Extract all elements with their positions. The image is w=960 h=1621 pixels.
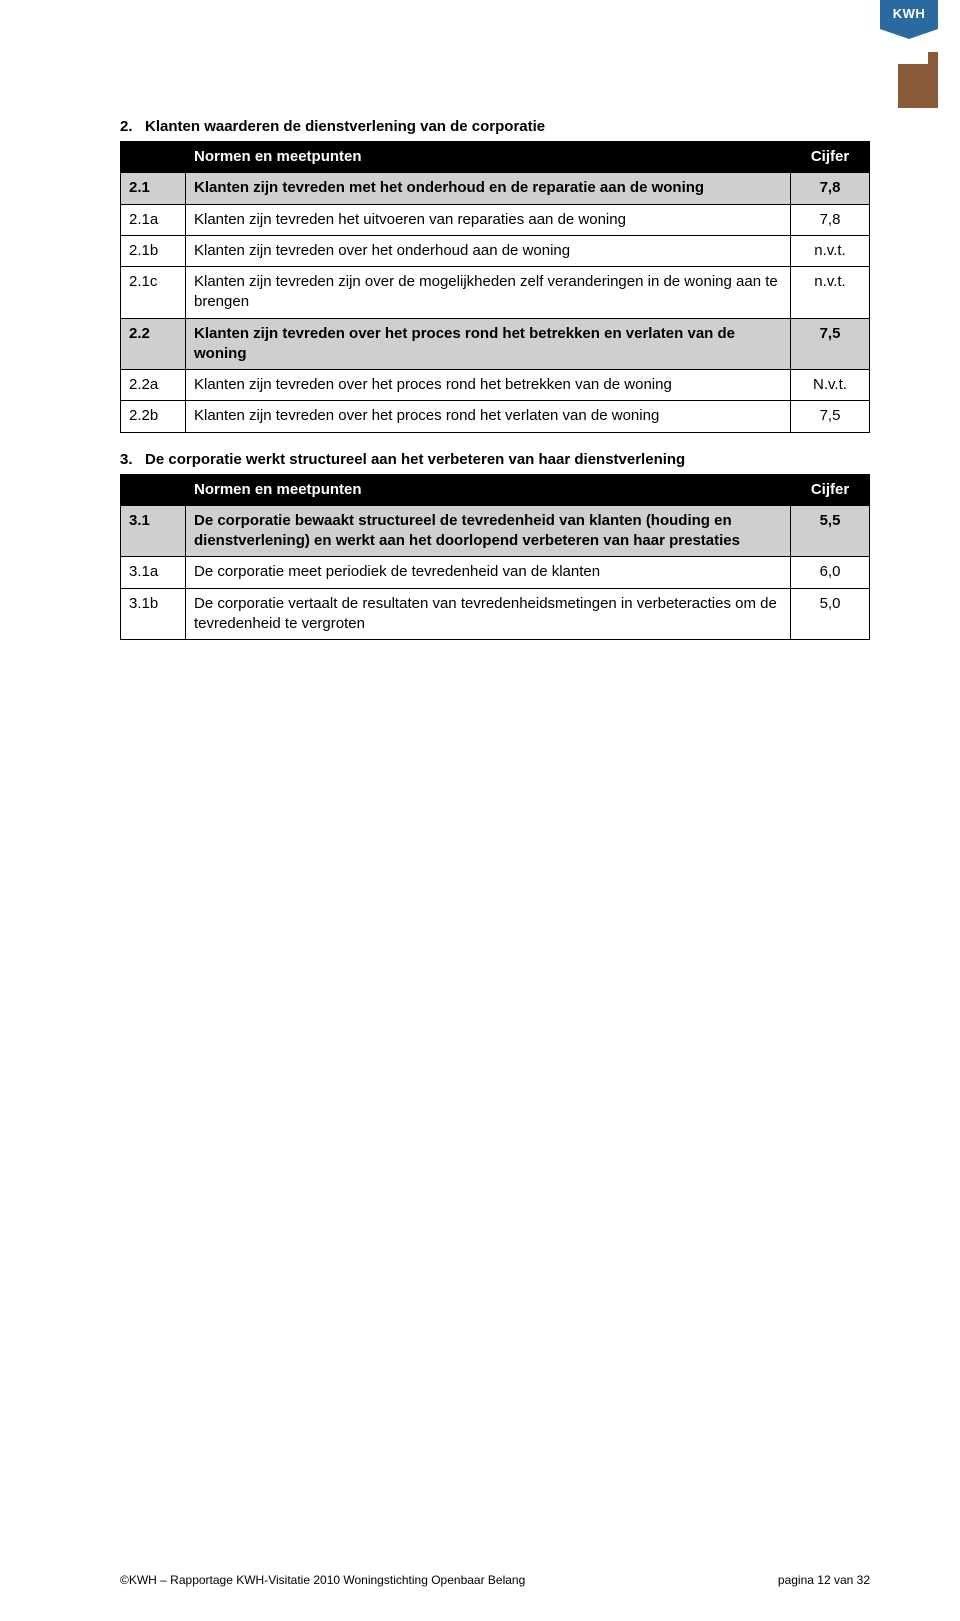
row-code: 2.1c xyxy=(121,267,186,319)
row-code: 3.1b xyxy=(121,588,186,640)
table-section-3: Normen en meetpunten Cijfer 3.1 De corpo… xyxy=(120,474,870,641)
section-3-number: 3. xyxy=(120,451,133,468)
table-row: 2.2a Klanten zijn tevreden over het proc… xyxy=(121,370,870,401)
table-section-2: Normen en meetpunten Cijfer 2.1 Klanten … xyxy=(120,141,870,433)
page-footer: ©KWH – Rapportage KWH-Visitatie 2010 Won… xyxy=(120,1573,870,1587)
row-text: Klanten zijn tevreden over het proces ro… xyxy=(186,401,791,432)
row-code: 2.2 xyxy=(121,318,186,370)
row-text: De corporatie meet periodiek de tevreden… xyxy=(186,557,791,588)
section-3-text: De corporatie werkt structureel aan het … xyxy=(145,451,685,468)
row-text: Klanten zijn tevreden met het onderhoud … xyxy=(186,173,791,204)
row-code: 3.1 xyxy=(121,505,186,557)
table-header-row: Normen en meetpunten Cijfer xyxy=(121,474,870,505)
row-score: 5,5 xyxy=(791,505,870,557)
row-score: n.v.t. xyxy=(791,267,870,319)
row-text: Klanten zijn tevreden over het proces ro… xyxy=(186,318,791,370)
section-2-number: 2. xyxy=(120,118,133,135)
row-text: Klanten zijn tevreden het uitvoeren van … xyxy=(186,204,791,235)
house-icon-chimney xyxy=(928,52,938,64)
row-score: N.v.t. xyxy=(791,370,870,401)
row-text: De corporatie bewaakt structureel de tev… xyxy=(186,505,791,557)
row-text: Klanten zijn tevreden zijn over de mogel… xyxy=(186,267,791,319)
table-header-spacer xyxy=(121,474,186,505)
table-row: 2.1 Klanten zijn tevreden met het onderh… xyxy=(121,173,870,204)
section-2-title: 2. Klanten waarderen de dienstverlening … xyxy=(120,118,870,135)
row-score: 5,0 xyxy=(791,588,870,640)
row-text: De corporatie vertaalt de resultaten van… xyxy=(186,588,791,640)
row-code: 2.1b xyxy=(121,235,186,266)
row-score: 7,5 xyxy=(791,401,870,432)
table-header-spacer xyxy=(121,142,186,173)
row-code: 2.1 xyxy=(121,173,186,204)
table-header-label: Normen en meetpunten xyxy=(186,142,791,173)
row-code: 2.2b xyxy=(121,401,186,432)
row-text: Klanten zijn tevreden over het onderhoud… xyxy=(186,235,791,266)
row-score: 7,8 xyxy=(791,173,870,204)
row-code: 2.2a xyxy=(121,370,186,401)
row-score: 7,5 xyxy=(791,318,870,370)
row-score: 7,8 xyxy=(791,204,870,235)
row-score: n.v.t. xyxy=(791,235,870,266)
kwh-logo: KWH xyxy=(880,0,938,39)
footer-right: pagina 12 van 32 xyxy=(778,1573,870,1587)
table-row: 2.1b Klanten zijn tevreden over het onde… xyxy=(121,235,870,266)
section-3-title: 3. De corporatie werkt structureel aan h… xyxy=(120,451,870,468)
house-icon xyxy=(898,64,938,108)
kwh-logo-text: KWH xyxy=(880,0,938,29)
table-row: 3.1 De corporatie bewaakt structureel de… xyxy=(121,505,870,557)
table-header-score: Cijfer xyxy=(791,474,870,505)
row-text: Klanten zijn tevreden over het proces ro… xyxy=(186,370,791,401)
table-row: 3.1a De corporatie meet periodiek de tev… xyxy=(121,557,870,588)
table-header-row: Normen en meetpunten Cijfer xyxy=(121,142,870,173)
footer-left: ©KWH – Rapportage KWH-Visitatie 2010 Won… xyxy=(120,1573,525,1587)
table-header-score: Cijfer xyxy=(791,142,870,173)
row-score: 6,0 xyxy=(791,557,870,588)
table-row: 2.2b Klanten zijn tevreden over het proc… xyxy=(121,401,870,432)
table-header-label: Normen en meetpunten xyxy=(186,474,791,505)
page: KWH 2. Klanten waarderen de dienstverlen… xyxy=(0,0,960,1621)
table-row: 2.1c Klanten zijn tevreden zijn over de … xyxy=(121,267,870,319)
row-code: 2.1a xyxy=(121,204,186,235)
row-code: 3.1a xyxy=(121,557,186,588)
section-2-text: Klanten waarderen de dienstverlening van… xyxy=(145,118,545,135)
table-row: 2.1a Klanten zijn tevreden het uitvoeren… xyxy=(121,204,870,235)
table-row: 2.2 Klanten zijn tevreden over het proce… xyxy=(121,318,870,370)
kwh-logo-arrow xyxy=(880,29,938,39)
table-row: 3.1b De corporatie vertaalt de resultate… xyxy=(121,588,870,640)
